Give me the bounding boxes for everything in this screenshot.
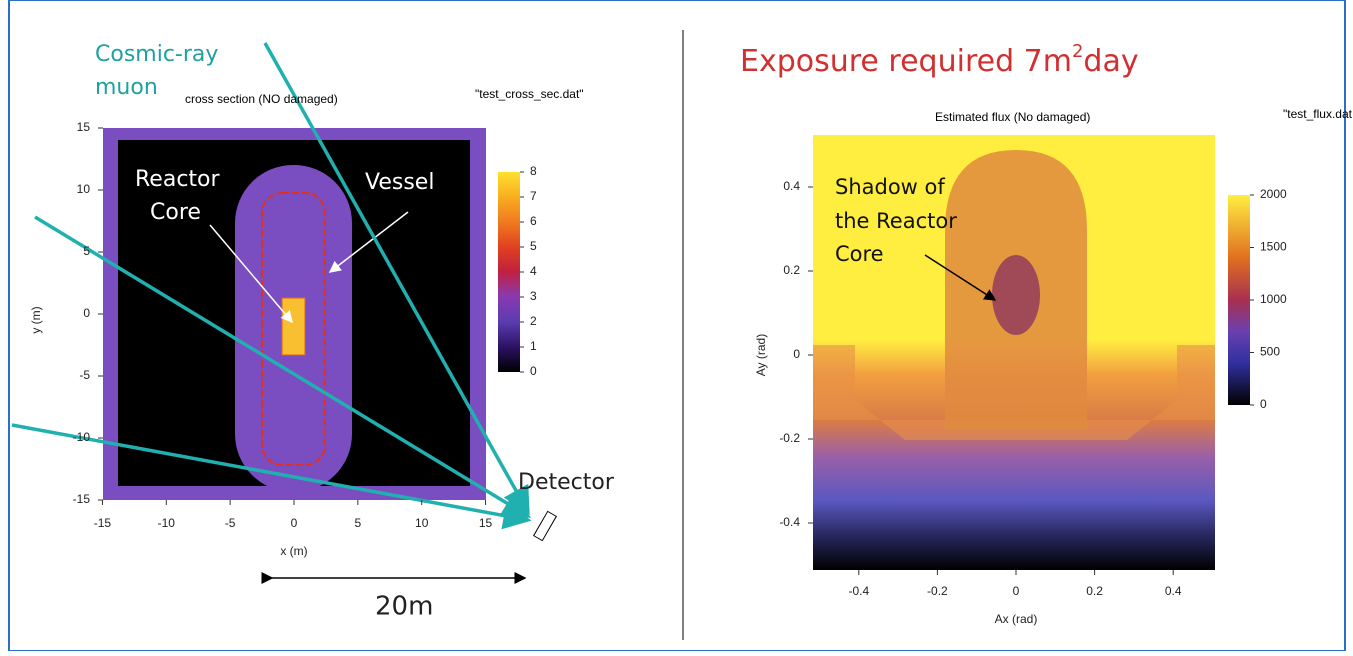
data-file: "test_cross_sec.dat" <box>475 87 584 101</box>
x-tick-label: 5 <box>355 516 362 530</box>
colorbar <box>498 172 520 372</box>
x-axis-label: Ax (rad) <box>995 612 1038 626</box>
y-tick-label: 0.4 <box>783 179 800 193</box>
y-tick-label: 5 <box>83 244 90 258</box>
arrow <box>209 224 293 324</box>
colorbar-tick-label: 1000 <box>1260 292 1287 306</box>
colorbar-tick-label: 1500 <box>1260 240 1287 254</box>
x-tick-label: 0.4 <box>1165 584 1182 598</box>
annotation: the Reactor <box>835 209 957 233</box>
colorbar-tick-label: 0 <box>1260 397 1267 411</box>
title-part: day <box>1083 44 1138 79</box>
label: 20m <box>375 592 433 622</box>
vessel-wall <box>261 192 326 466</box>
y-tick-label: -0.4 <box>779 515 800 529</box>
colorbar-tick-label: 7 <box>530 189 537 203</box>
y-tick-label: 0 <box>83 306 90 320</box>
colorbar-tick-label: 2000 <box>1260 187 1287 201</box>
x-tick-label: -0.2 <box>927 584 948 598</box>
muon-ray <box>11 423 532 530</box>
plot-title: Estimated flux (No damaged) <box>935 110 1090 124</box>
colorbar-tick-label: 6 <box>530 214 537 228</box>
annotation: Shadow of <box>835 175 945 199</box>
colorbar-tick-label: 0 <box>530 364 537 378</box>
title: Exposure required 7m2day <box>740 41 1139 79</box>
colorbar-tick-label: 5 <box>530 239 537 253</box>
y-tick-label: -0.2 <box>779 431 800 445</box>
label: Detector <box>518 470 615 495</box>
muon-ray <box>263 42 530 516</box>
label: Vessel <box>365 170 434 195</box>
core <box>281 297 306 356</box>
label: Core <box>150 200 201 225</box>
y-tick-label: -15 <box>73 492 91 506</box>
label: Reactor <box>135 167 220 192</box>
muon-ray <box>34 215 531 518</box>
y-tick-label: 15 <box>77 120 91 134</box>
x-tick-label: -15 <box>94 516 112 530</box>
annotation: Core <box>835 242 884 266</box>
y-tick-label: -10 <box>73 430 91 444</box>
y-tick-label: 0.2 <box>783 263 800 277</box>
x-axis-label: x (m) <box>280 544 307 558</box>
colorbar-tick-label: 3 <box>530 289 537 303</box>
x-tick-label: 0 <box>291 516 298 530</box>
x-tick-label: -10 <box>158 516 176 530</box>
colorbar-tick-label: 4 <box>530 264 537 278</box>
y-tick-label: 10 <box>77 182 91 196</box>
shadow <box>992 255 1040 335</box>
x-tick-label: -5 <box>225 516 236 530</box>
x-tick-label: 10 <box>415 516 429 530</box>
y-tick-label: 0 <box>793 347 800 361</box>
y-axis-label: y (m) <box>29 306 43 333</box>
plot-title: cross section (NO damaged) <box>185 92 338 106</box>
x-tick-label: -0.4 <box>848 584 869 598</box>
x-tick-label: 0 <box>1013 584 1020 598</box>
colorbar-tick-label: 500 <box>1260 345 1280 359</box>
data-file: "test_flux.dat <box>1283 107 1353 121</box>
title-part: 2 <box>1072 41 1083 62</box>
x-tick-label: 15 <box>479 516 493 530</box>
colorbar-tick-label: 2 <box>530 314 537 328</box>
arrow <box>924 254 997 301</box>
title-part: Exposure required 7m <box>740 44 1072 79</box>
annotation: Cosmic-ray <box>95 42 218 67</box>
arrow <box>328 211 409 273</box>
annotation: muon <box>95 75 158 100</box>
colorbar-tick-label: 8 <box>530 164 537 178</box>
x-tick-label: 0.2 <box>1086 584 1103 598</box>
colorbar <box>1228 195 1250 405</box>
y-tick-label: -5 <box>79 368 90 382</box>
y-axis-label: Ay (rad) <box>754 334 768 376</box>
detector <box>532 510 558 542</box>
colorbar-tick-label: 1 <box>530 339 537 353</box>
